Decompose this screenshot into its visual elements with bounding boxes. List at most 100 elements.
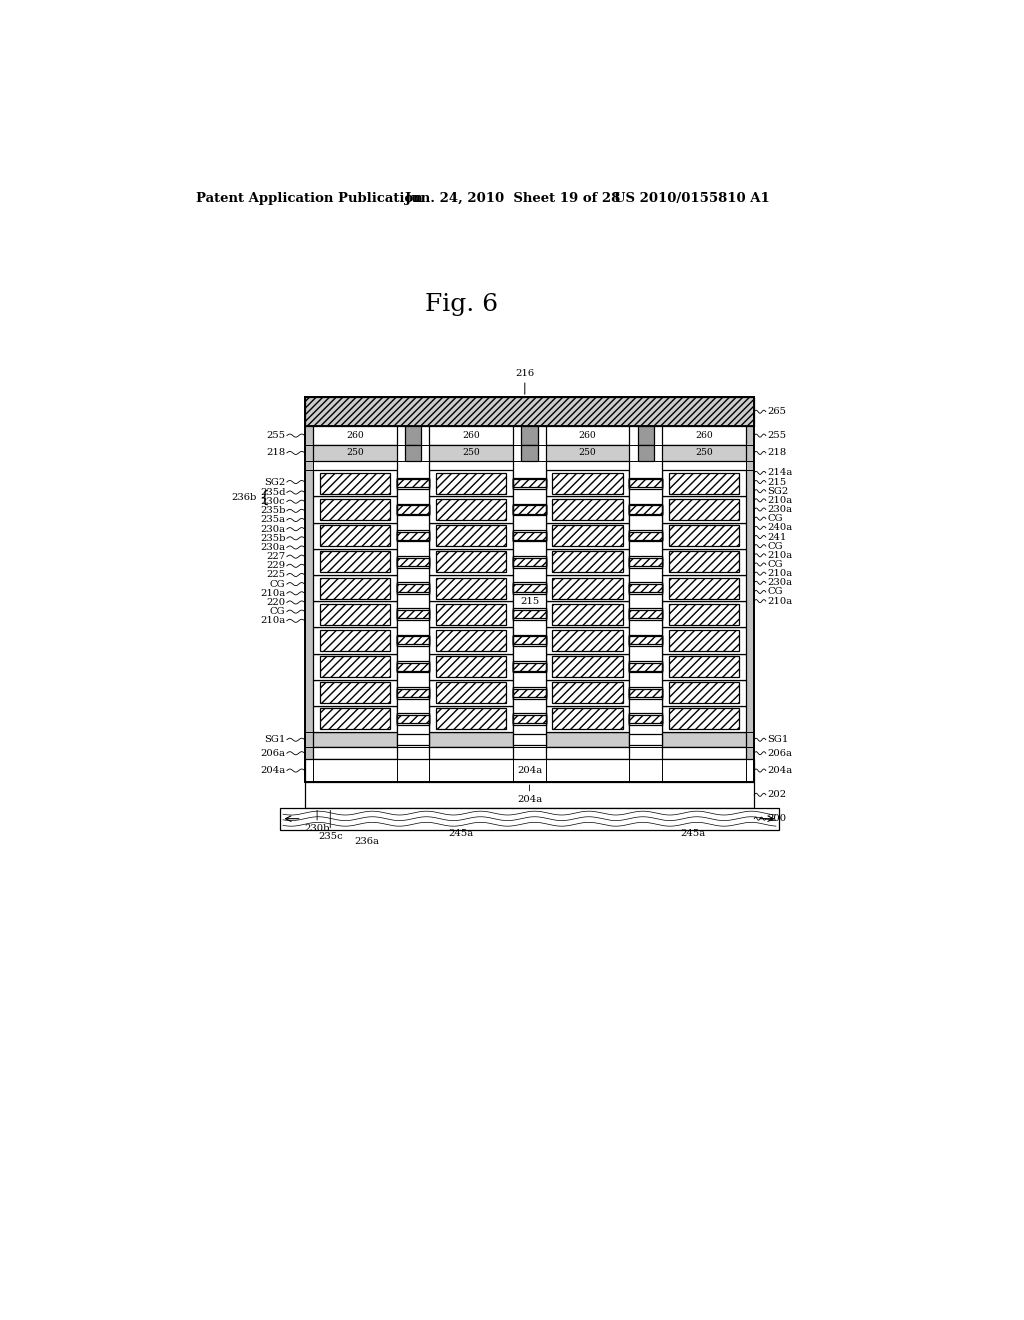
Bar (305, 397, 755, 426)
Bar (397, 635, 429, 647)
Bar (630, 610, 662, 618)
Bar (397, 663, 429, 671)
Bar (397, 661, 429, 672)
Bar (546, 733, 630, 747)
Bar (429, 733, 513, 747)
Text: 200: 200 (767, 814, 786, 824)
Bar (669, 630, 739, 651)
Bar (662, 523, 745, 549)
Bar (546, 523, 630, 549)
Bar (313, 627, 397, 653)
Bar (397, 529, 429, 541)
Bar (397, 470, 429, 733)
Bar (397, 635, 429, 647)
Bar (513, 635, 546, 647)
Bar (397, 582, 429, 594)
Bar (513, 610, 546, 618)
Bar (630, 610, 662, 618)
Text: 250: 250 (463, 449, 480, 458)
Bar (546, 576, 630, 601)
Bar (513, 529, 546, 541)
Bar (630, 504, 662, 515)
Text: SG2: SG2 (264, 478, 286, 487)
Bar (513, 713, 546, 725)
Bar (397, 478, 429, 490)
Bar (513, 478, 546, 490)
Bar (662, 733, 745, 747)
Bar (630, 713, 662, 725)
Bar (397, 479, 429, 487)
Bar (513, 582, 546, 594)
Bar (429, 653, 513, 680)
Bar (630, 610, 662, 618)
Text: 214a: 214a (767, 469, 793, 478)
Bar (313, 733, 397, 747)
Bar (319, 499, 390, 520)
Bar (630, 504, 662, 515)
Bar (513, 715, 546, 723)
Bar (662, 549, 745, 576)
Bar (630, 532, 662, 540)
Bar (630, 635, 662, 647)
Bar (313, 445, 397, 461)
Bar (513, 532, 546, 540)
Bar (513, 713, 546, 725)
Bar (513, 506, 546, 513)
Bar (513, 532, 546, 540)
Bar (630, 661, 662, 672)
Bar (397, 558, 429, 566)
Bar (513, 532, 546, 540)
Bar (630, 636, 662, 644)
Bar (305, 397, 755, 781)
Bar (280, 808, 779, 830)
Bar (513, 504, 546, 515)
Bar (513, 582, 546, 594)
Text: SG1: SG1 (767, 735, 788, 744)
Bar (397, 636, 429, 644)
Text: 204a: 204a (517, 766, 542, 775)
Bar (313, 706, 397, 733)
Text: 250: 250 (579, 449, 596, 458)
Bar (397, 715, 429, 723)
Text: 204a: 204a (767, 766, 793, 775)
Bar (513, 582, 546, 594)
Bar (397, 582, 429, 594)
Bar (305, 759, 755, 781)
Bar (630, 689, 662, 697)
Bar (630, 478, 662, 490)
Bar (436, 525, 507, 546)
Bar (429, 706, 513, 733)
Text: 202: 202 (767, 791, 786, 800)
Bar (669, 682, 739, 704)
Bar (513, 470, 546, 733)
Text: 230a: 230a (260, 543, 286, 552)
Text: 210a: 210a (767, 569, 793, 578)
Bar (397, 609, 429, 620)
Bar (546, 445, 630, 461)
Bar (436, 473, 507, 494)
Bar (630, 479, 662, 487)
Bar (513, 689, 546, 697)
Bar (630, 609, 662, 620)
Bar (669, 709, 739, 730)
Text: 230c: 230c (260, 498, 286, 506)
Bar (513, 556, 546, 568)
Bar (630, 686, 662, 698)
Text: 260: 260 (579, 432, 596, 440)
Bar (397, 663, 429, 671)
Bar (513, 661, 546, 672)
Bar (630, 583, 662, 593)
Bar (513, 689, 546, 697)
Bar (552, 630, 623, 651)
Bar (305, 426, 313, 781)
Text: 260: 260 (346, 432, 364, 440)
Bar (436, 578, 507, 598)
Bar (630, 661, 662, 672)
Bar (397, 636, 429, 644)
Bar (513, 686, 546, 698)
Bar (436, 682, 507, 704)
Bar (662, 653, 745, 680)
Bar (397, 663, 429, 671)
Bar (397, 558, 429, 566)
Bar (406, 445, 421, 461)
